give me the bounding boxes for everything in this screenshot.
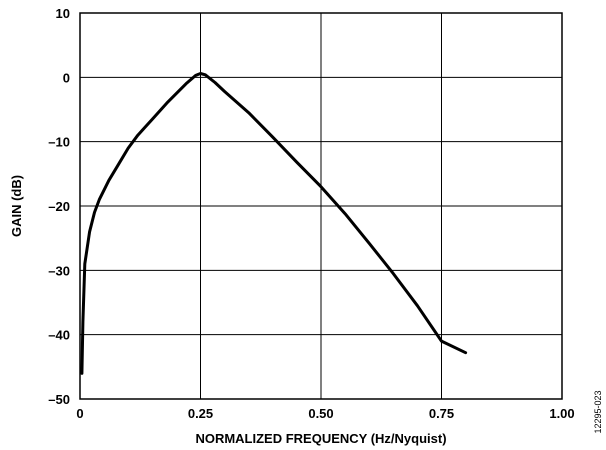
y-tick-labels: 10 0 –10 –20 –30 –40 –50	[48, 6, 70, 407]
x-axis-label: NORMALIZED FREQUENCY (Hz/Nyquist)	[195, 431, 446, 446]
y-tick-label: –20	[48, 199, 70, 214]
plot-frame	[79, 12, 563, 400]
y-tick-label: –50	[48, 392, 70, 407]
y-tick-label: –10	[48, 135, 70, 150]
y-tick-label: 10	[56, 6, 70, 21]
x-tick-label: 0.50	[308, 406, 333, 421]
y-tick-label: –30	[48, 263, 70, 278]
x-tick-label: 0.25	[188, 406, 213, 421]
series-line-gain	[80, 72, 468, 375]
x-tick-label: 0.75	[429, 406, 454, 421]
y-axis-label: GAIN (dB)	[9, 175, 24, 237]
x-tick-label: 0	[76, 406, 83, 421]
x-tick-label: 1.00	[549, 406, 574, 421]
y-tick-label: 0	[63, 70, 70, 85]
figure-id: 12295-023	[593, 390, 603, 433]
grid	[80, 13, 562, 399]
y-tick-label: –40	[48, 328, 70, 343]
x-tick-labels: 0 0.25 0.50 0.75 1.00	[76, 406, 574, 421]
